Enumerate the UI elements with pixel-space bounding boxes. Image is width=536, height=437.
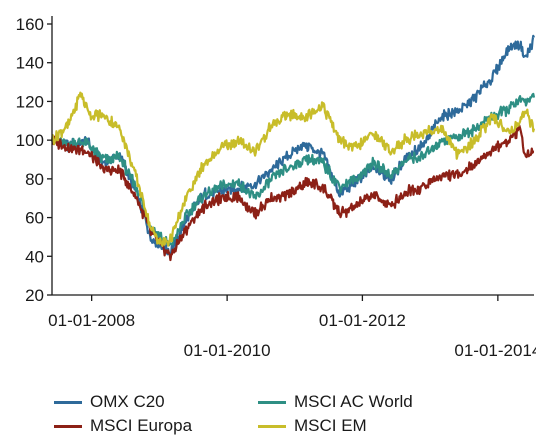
legend-label: MSCI Europa [90,416,193,435]
legend-label: MSCI AC World [294,392,413,411]
legend-swatch [258,400,286,404]
legend-swatch [258,424,286,428]
x-tick-label: 01-01-2014 [454,341,536,360]
legend-item: MSCI AC World [258,392,478,412]
legend-swatch [54,424,82,428]
y-tick-label: 100 [16,131,44,150]
axes: 20 40 60 80 100 120 140 160 01-01-2008 01-01-2010… [16,15,536,360]
y-tick-label: 120 [16,92,44,111]
x-tick-label: 01-01-2012 [319,311,406,330]
y-tick-label: 20 [25,286,44,305]
x-tick-label: 01-01-2008 [48,311,135,330]
y-tick-label: 140 [16,54,44,73]
legend-swatch [54,400,82,404]
legend-item: MSCI Europa [54,416,258,436]
series-line-msci-europa [51,124,535,262]
line-chart: 20 40 60 80 100 120 140 160 01-01-2008 01-01-2010… [16,15,536,360]
legend-item: MSCI EM [258,416,478,436]
y-tick-label: 160 [16,15,44,34]
legend-label: MSCI EM [294,416,367,435]
series-line-msci-em [50,91,536,247]
series-line-msci-ac-world [50,92,536,247]
y-tick-label: 80 [25,170,44,189]
x-tick-label: 01-01-2010 [184,341,271,360]
legend-label: OMX C20 [90,392,165,411]
y-tick-label: 40 [25,247,44,266]
plot-area [50,34,536,262]
legend-item: OMX C20 [54,392,258,412]
y-tick-label: 60 [25,209,44,228]
legend: OMX C20 MSCI AC World MSCI Europa MSCI EM [54,392,534,436]
